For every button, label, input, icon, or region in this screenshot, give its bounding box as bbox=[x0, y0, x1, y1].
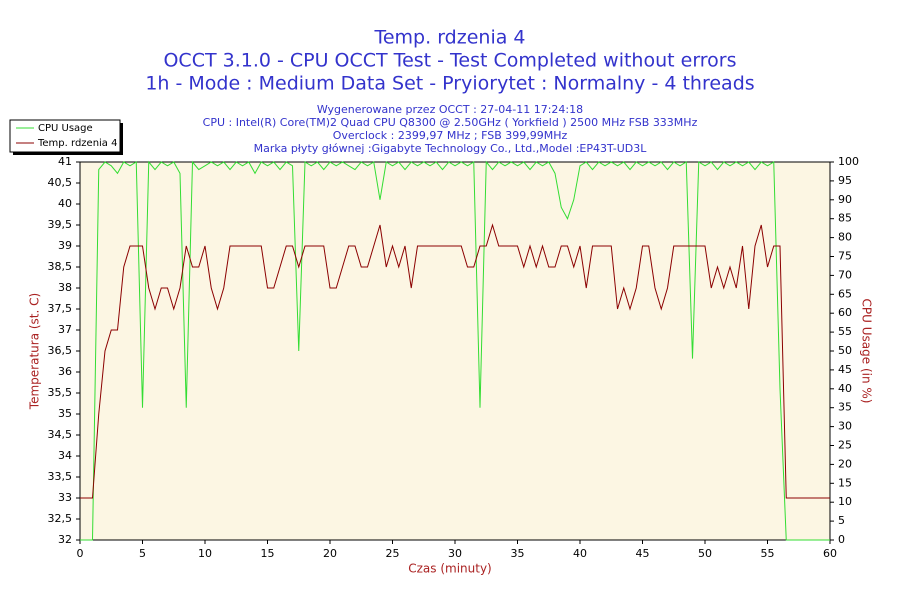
y-tick-label: 34 bbox=[58, 449, 72, 462]
y-tick-label: 33,5 bbox=[48, 470, 73, 483]
legend-label: CPU Usage bbox=[38, 123, 93, 134]
y-tick-label: 36,5 bbox=[48, 344, 73, 357]
x-tick-label: 45 bbox=[636, 547, 650, 560]
info-line: Wygenerowane przez OCCT : 27-04-11 17:24… bbox=[317, 103, 583, 116]
y2-tick-label: 45 bbox=[838, 363, 852, 376]
y-tick-label: 37,5 bbox=[48, 302, 73, 315]
y-tick-label: 33 bbox=[58, 491, 72, 504]
y2-tick-label: 15 bbox=[838, 476, 852, 489]
y2-tick-label: 65 bbox=[838, 287, 852, 300]
y-tick-label: 35,5 bbox=[48, 386, 73, 399]
chart-title: Temp. rdzenia 4 bbox=[373, 27, 525, 49]
y2-tick-label: 70 bbox=[838, 268, 852, 281]
legend-box bbox=[9, 119, 121, 153]
x-tick-label: 40 bbox=[573, 547, 587, 560]
y2-tick-label: 10 bbox=[838, 495, 852, 508]
x-tick-label: 0 bbox=[77, 547, 84, 560]
info-line: Overclock : 2399,97 MHz ; FSB 399,99MHz bbox=[333, 129, 568, 142]
y-tick-label: 39 bbox=[58, 239, 72, 252]
y-tick-label: 35 bbox=[58, 407, 72, 420]
y2-tick-label: 80 bbox=[838, 231, 852, 244]
x-axis-label: Czas (minuty) bbox=[408, 562, 492, 576]
y2-tick-label: 35 bbox=[838, 401, 852, 414]
y2-tick-label: 60 bbox=[838, 306, 852, 319]
y2-tick-label: 40 bbox=[838, 382, 852, 395]
y-tick-label: 34,5 bbox=[48, 428, 73, 441]
y-tick-label: 36 bbox=[58, 365, 72, 378]
x-tick-label: 30 bbox=[448, 547, 462, 560]
y2-tick-label: 25 bbox=[838, 439, 852, 452]
series-line bbox=[80, 223, 830, 499]
y-tick-label: 38,5 bbox=[48, 260, 73, 273]
x-tick-label: 50 bbox=[698, 547, 712, 560]
x-tick-label: 10 bbox=[198, 547, 212, 560]
y2-tick-label: 0 bbox=[838, 533, 845, 546]
x-tick-label: 15 bbox=[261, 547, 275, 560]
y-tick-label: 40,5 bbox=[48, 176, 73, 189]
series-line bbox=[80, 160, 830, 541]
y2-tick-label: 90 bbox=[838, 193, 852, 206]
y2-tick-label: 85 bbox=[838, 212, 852, 225]
y-tick-label: 41 bbox=[58, 155, 72, 168]
y-tick-label: 37 bbox=[58, 323, 72, 336]
y2-tick-label: 100 bbox=[838, 155, 859, 168]
y2-axis-label: CPU Usage (in %) bbox=[860, 299, 874, 404]
info-line: Marka płyty głównej :Gigabyte Technology… bbox=[254, 142, 648, 155]
y2-tick-label: 20 bbox=[838, 457, 852, 470]
y2-tick-label: 30 bbox=[838, 420, 852, 433]
y2-tick-label: 95 bbox=[838, 174, 852, 187]
y-axis-label: Temperatura (st. C) bbox=[28, 293, 42, 410]
x-tick-label: 35 bbox=[511, 547, 525, 560]
y2-tick-label: 75 bbox=[838, 250, 852, 263]
legend-label: Temp. rdzenia 4 bbox=[37, 138, 117, 149]
info-line: CPU : Intel(R) Core(TM)2 Quad CPU Q8300 … bbox=[203, 116, 698, 129]
chart-subtitle: OCCT 3.1.0 - CPU OCCT Test - Test Comple… bbox=[163, 50, 736, 72]
x-tick-label: 60 bbox=[823, 547, 837, 560]
legend-shadow bbox=[13, 152, 123, 155]
plot-area bbox=[79, 161, 831, 541]
y-tick-label: 38 bbox=[58, 281, 72, 294]
y2-tick-label: 50 bbox=[838, 344, 852, 357]
y-tick-label: 39,5 bbox=[48, 218, 73, 231]
y-tick-label: 40 bbox=[58, 197, 72, 210]
x-tick-label: 55 bbox=[761, 547, 775, 560]
y-tick-label: 32,5 bbox=[48, 512, 73, 525]
x-tick-label: 5 bbox=[139, 547, 146, 560]
y-tick-label: 32 bbox=[58, 533, 72, 546]
x-tick-label: 20 bbox=[323, 547, 337, 560]
y2-tick-label: 55 bbox=[838, 325, 852, 338]
legend-shadow bbox=[120, 123, 123, 155]
y2-tick-label: 5 bbox=[838, 514, 845, 527]
chart-subtitle: 1h - Mode : Medium Data Set - Pryiorytet… bbox=[145, 73, 754, 95]
x-tick-label: 25 bbox=[386, 547, 400, 560]
